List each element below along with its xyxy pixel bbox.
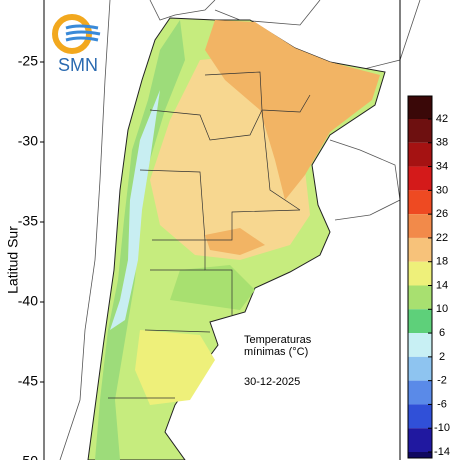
annotation-line: Temperaturas bbox=[244, 334, 312, 346]
colorbar-label: 34 bbox=[436, 160, 448, 172]
colorbar-band bbox=[408, 261, 432, 286]
y-tick-label: -35 bbox=[18, 213, 38, 229]
colorbar-band bbox=[408, 404, 432, 429]
colorbar-label: 6 bbox=[439, 327, 445, 339]
colorbar-band bbox=[408, 166, 432, 191]
colorbar-band bbox=[408, 119, 432, 143]
y-tick-label: -50 bbox=[18, 453, 38, 460]
colorbar-label: 2 bbox=[439, 351, 445, 363]
y-tick-label: -40 bbox=[18, 293, 38, 309]
colorbar-label: 30 bbox=[436, 184, 448, 196]
colorbar-label: -2 bbox=[437, 375, 447, 387]
province-borders bbox=[108, 71, 311, 399]
colorbar-band bbox=[408, 309, 432, 334]
colorbar-band bbox=[408, 452, 432, 458]
colorbar-band bbox=[408, 428, 432, 452]
colorbar-band bbox=[408, 356, 432, 381]
annotation-line: mínimas (°C) bbox=[244, 346, 308, 358]
y-tick-label: -30 bbox=[18, 133, 38, 149]
colorbar-label: -14 bbox=[434, 446, 450, 458]
y-tick-label: -45 bbox=[18, 373, 38, 389]
colorbar-label: 38 bbox=[436, 137, 448, 149]
colorbar-label: 10 bbox=[436, 303, 448, 315]
colorbar-band bbox=[408, 214, 432, 238]
colorbar-label: 18 bbox=[436, 256, 448, 268]
colorbar-label: 14 bbox=[436, 279, 448, 291]
colorbar-label: -10 bbox=[434, 422, 450, 434]
colorbar-band bbox=[408, 96, 432, 119]
colorbar-band bbox=[408, 380, 432, 405]
colorbar-label: -6 bbox=[437, 398, 447, 410]
colorbar-band bbox=[408, 333, 432, 357]
colorbar-band bbox=[408, 142, 432, 167]
y-tick-label: -25 bbox=[18, 53, 38, 69]
logo-text: SMN bbox=[58, 55, 98, 75]
colorbar-label: 26 bbox=[436, 208, 448, 220]
colorbar-label: 42 bbox=[436, 113, 448, 125]
colorbar-frame bbox=[407, 95, 433, 459]
colorbar-band bbox=[408, 190, 432, 215]
colorbar-label: 22 bbox=[436, 232, 448, 244]
logo: SMN bbox=[52, 14, 101, 75]
annotation-date: 30-12-2025 bbox=[244, 376, 300, 388]
y-axis-label: Latitud Sur bbox=[5, 226, 21, 294]
colorbar-band bbox=[408, 285, 432, 310]
colorbar-band bbox=[408, 237, 432, 262]
argentina bbox=[87, 17, 386, 461]
